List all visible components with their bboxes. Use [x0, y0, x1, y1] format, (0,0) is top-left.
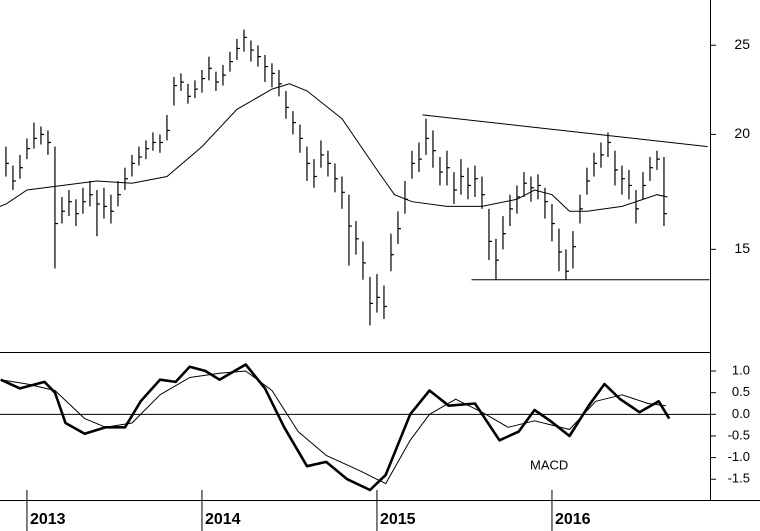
x-tick-label: 2016 [555, 511, 591, 528]
y-tick-label: 1.0 [732, 362, 750, 377]
y-tick-label: -1.5 [728, 471, 750, 486]
moving-average [0, 83, 668, 212]
y-tick-label: 15 [734, 240, 750, 256]
trendline [422, 114, 708, 148]
y-tick-label: -1.0 [728, 449, 750, 464]
x-tick-label: 2015 [380, 511, 416, 528]
y-tick-label: 0.5 [732, 384, 750, 399]
y-tick-label: -0.5 [728, 427, 750, 442]
indicator-line [0, 370, 666, 485]
x-tick-label: 2014 [205, 511, 241, 528]
indicator-label: MACD [530, 457, 568, 472]
y-tick-label: 25 [734, 36, 750, 52]
y-tick-label: 20 [734, 125, 750, 141]
x-tick-label: 2013 [30, 511, 66, 528]
y-tick-label: 0.0 [732, 406, 750, 421]
